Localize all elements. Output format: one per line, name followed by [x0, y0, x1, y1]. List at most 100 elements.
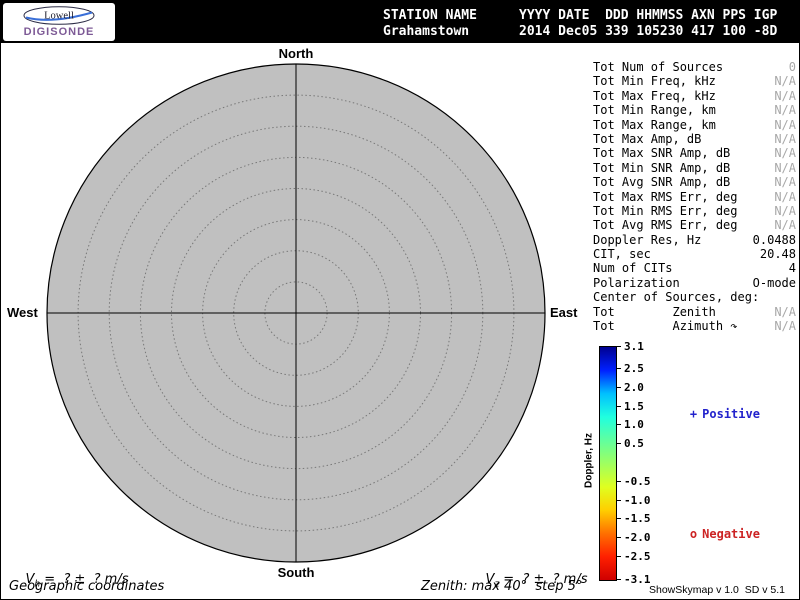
header-bar: Lowell DIGISONDE STATION NAME YYYY DATE …: [1, 1, 799, 43]
stat-value: N/A: [774, 189, 796, 204]
stat-row: Tot Avg RMS Err, deg N/A: [593, 218, 796, 232]
stat-label: Tot Min SNR Amp, dB: [593, 160, 731, 175]
stat-value: N/A: [774, 319, 796, 334]
stat-value: N/A: [774, 146, 796, 161]
stat-row: Tot Min Freq, kHz N/A: [593, 74, 796, 88]
tick-label: -0.5: [624, 474, 651, 488]
stat-label: CIT, sec: [593, 247, 651, 262]
stat-value: N/A: [774, 304, 796, 319]
stat-row: Tot Max SNR Amp, dB N/A: [593, 146, 796, 160]
tick-mark: [617, 424, 621, 426]
tick-mark: [617, 368, 621, 370]
stat-label: Tot Avg SNR Amp, dB: [593, 175, 731, 190]
stat-row: Num of CITs 4: [593, 261, 796, 275]
compass-north-label: North: [278, 46, 314, 61]
stat-row: Tot Azimuth ↷ N/A: [593, 319, 796, 333]
tick-mark: [617, 499, 621, 501]
stat-row: Tot Zenith N/A: [593, 305, 796, 319]
stat-label: Tot Max Amp, dB: [593, 131, 702, 146]
legend-negative: o Negative: [661, 513, 760, 555]
stat-label: Tot Min RMS Err, deg: [593, 203, 738, 218]
stat-label: Tot Num of Sources: [593, 60, 724, 74]
stat-value: O-mode: [752, 275, 796, 290]
colorbar-tick: 2.0: [617, 380, 644, 394]
legend-positive: + Positive: [661, 393, 760, 435]
header-fields-label: YYYY DATE DDD HHMMSS AXN PPS IGP: [519, 8, 778, 23]
colorbar-tick: -2.5: [617, 549, 651, 563]
colorbar-tick: 0.5: [617, 437, 644, 451]
lowell-oval-logo-icon: Lowell: [23, 6, 95, 25]
colorbar-tick: -2.0: [617, 531, 651, 545]
tick-mark: [617, 518, 621, 520]
tick-label: -3.1: [624, 572, 651, 586]
colorbar-tick: 1.5: [617, 399, 644, 413]
stat-value: N/A: [774, 88, 796, 103]
stat-row: Tot Min SNR Amp, dB N/A: [593, 161, 796, 175]
stat-label: Doppler Res, Hz: [593, 232, 702, 247]
stat-label: Tot Max Freq, kHz: [593, 88, 716, 103]
tick-label: 2.5: [624, 362, 644, 376]
tick-mark: [617, 405, 621, 407]
vz-symbol: V: [485, 572, 495, 587]
colorbar-tick: -3.1: [617, 572, 651, 586]
stat-label: Num of CITs: [593, 261, 673, 276]
stat-value: N/A: [774, 218, 796, 233]
stat-row: Center of Sources, deg:: [593, 290, 796, 304]
lowell-digisonde-logo: Lowell DIGISONDE: [3, 3, 115, 41]
tick-mark: [617, 386, 621, 388]
zenith-range-label: Zenith: max 40° step 5°: [421, 579, 583, 594]
stat-value: 4: [788, 261, 796, 276]
tick-label: -2.5: [624, 549, 651, 563]
tick-mark: [617, 537, 621, 539]
stat-label: Tot Max RMS Err, deg: [593, 189, 738, 204]
vh-value: = ? ± ? m/s: [40, 572, 129, 587]
vz-value: = ? ± ? m/s: [499, 572, 588, 587]
colorbar-tick: -1.5: [617, 512, 651, 525]
stat-value: 0: [788, 60, 796, 74]
stat-row: Tot Max Freq, kHz N/A: [593, 89, 796, 103]
stat-value: N/A: [774, 131, 796, 146]
stat-row: Tot Min RMS Err, deg N/A: [593, 204, 796, 218]
legend-positive-label: Positive: [702, 407, 760, 421]
stat-row: Tot Avg SNR Amp, dB N/A: [593, 175, 796, 189]
header-fields-value: 2014 Dec05 339 105230 417 100 -8D: [519, 24, 778, 39]
stat-label: Polarization: [593, 275, 680, 290]
stat-value: N/A: [774, 203, 796, 218]
lowell-brand-text: Lowell: [44, 11, 74, 22]
stat-value: N/A: [774, 103, 796, 118]
stats-panel: Tot Num of Sources 0 Tot Min Freq, kHz N/A T…: [593, 60, 796, 333]
tick-label: -2.0: [624, 531, 651, 545]
stat-value: 20.48: [759, 247, 796, 262]
colorbar-tick: 2.5: [617, 362, 644, 376]
circle-marker-icon: o: [689, 527, 698, 541]
compass-south-label: South: [277, 565, 315, 580]
vh-symbol: V: [25, 572, 35, 587]
tick-label: 1.5: [624, 399, 644, 413]
app-version-label: ShowSkymap v 1.0 SD v 5.1: [649, 584, 785, 596]
colorbar-ticks: 3.1 2.5 2.0 1.5 1.0 0.5 -0.5 -1.0 -1.5 -2.0 -2.5 -3…: [617, 340, 662, 586]
tick-mark: [617, 480, 621, 482]
legend-negative-label: Negative: [702, 527, 760, 541]
tick-label: 2.0: [624, 380, 644, 394]
stat-value: N/A: [774, 74, 796, 89]
colorbar-tick: 1.0: [617, 418, 644, 431]
stat-row: Polarization O-mode: [593, 276, 796, 290]
stat-row: Tot Max Amp, dB N/A: [593, 132, 796, 146]
coordinates-mode-label: Geographic coordinates: [9, 579, 165, 594]
tick-mark: [617, 345, 621, 347]
compass-east-label: East: [550, 305, 578, 320]
tick-mark: [617, 578, 621, 580]
tick-label: 0.5: [624, 437, 644, 451]
stat-row: Tot Max Range, km N/A: [593, 118, 796, 132]
digisonde-product-text: DIGISONDE: [23, 26, 95, 38]
vh-velocity-readout: Vh = ? ± ? m/s: [9, 557, 129, 599]
stat-value: N/A: [774, 175, 796, 190]
station-name-value: Grahamstown: [383, 24, 470, 39]
stat-value: N/A: [774, 160, 796, 175]
plus-marker-icon: +: [689, 407, 698, 421]
stat-label: Tot Max SNR Amp, dB: [593, 146, 731, 161]
tick-label: 3.1: [624, 339, 644, 353]
stat-value: N/A: [774, 117, 796, 132]
stat-row: Tot Num of Sources 0: [593, 60, 796, 74]
